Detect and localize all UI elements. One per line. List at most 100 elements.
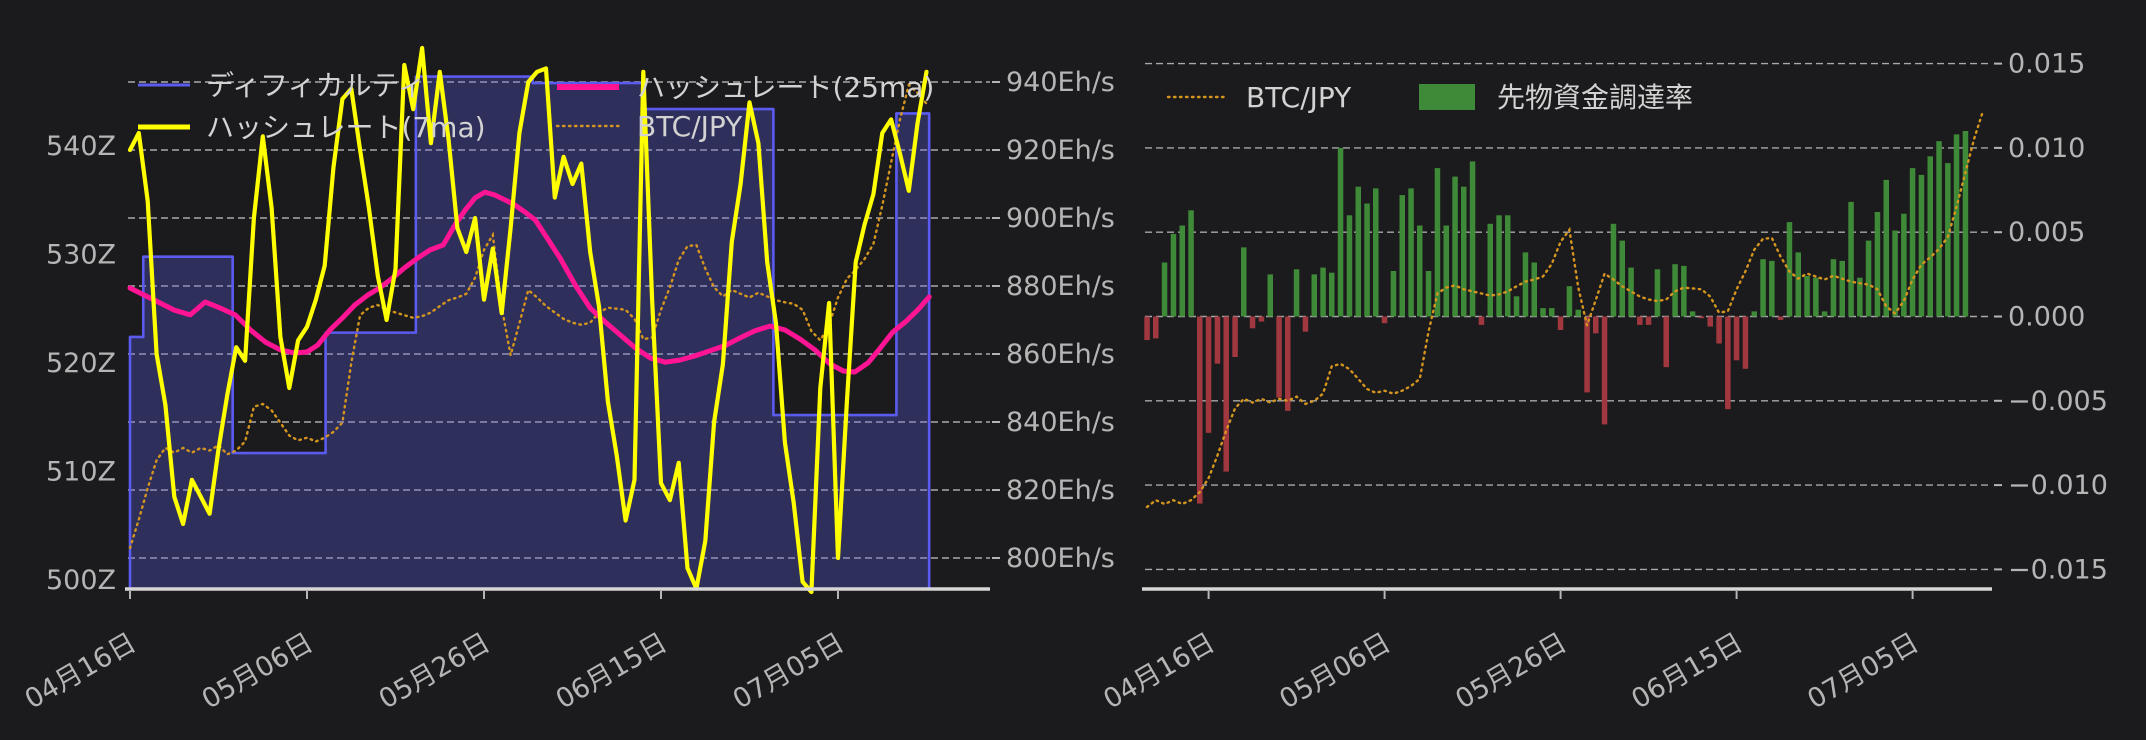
funding-bar-negative [1381, 316, 1388, 324]
funding-bar-negative [1249, 316, 1256, 329]
funding-axis-label: 0.000 [2008, 302, 2085, 333]
funding-bar-positive [1293, 269, 1300, 317]
funding-bar-positive [1628, 267, 1634, 317]
funding-bar-positive [1408, 188, 1414, 317]
right-axis-label: 820Eh/s [1006, 475, 1115, 506]
x-axis-date-label: 06月15日 [1626, 627, 1748, 715]
funding-bar-negative [1645, 316, 1652, 325]
x-axis-date-label: 05月26日 [1450, 627, 1572, 715]
x-axis-date-label: 05月06日 [1274, 627, 1396, 715]
funding-bar-positive [1469, 161, 1476, 317]
left-axis-label: 500Z [46, 565, 116, 596]
funding-bar-positive [1540, 308, 1546, 317]
funding-bar-positive [1434, 168, 1441, 317]
funding-bar-negative [1223, 316, 1229, 472]
funding-bar-positive [1804, 276, 1810, 317]
funding-bar-positive [1962, 131, 1969, 317]
right-axis-label: 880Eh/s [1006, 271, 1115, 302]
legend-label-funding-rate: 先物資金調達率 [1497, 81, 1693, 114]
funding-bar-negative [1584, 316, 1590, 393]
funding-bar-negative [1601, 316, 1608, 425]
funding-axis-label: 0.010 [2008, 133, 2085, 164]
funding-bar-positive [1522, 252, 1529, 317]
funding-bar-positive [1364, 203, 1370, 317]
funding-bar-negative [1302, 316, 1309, 332]
funding-bar-positive [1953, 134, 1960, 317]
funding-bar-positive [1760, 259, 1766, 317]
funding-bar-negative [1144, 316, 1150, 341]
funding-bar-positive [1839, 260, 1845, 317]
funding-bar-negative [1214, 316, 1221, 364]
funding-bar-positive [1390, 271, 1397, 317]
funding-bar-positive [1566, 286, 1573, 317]
funding-bar-negative [1725, 316, 1731, 410]
right-axis-label: 940Eh/s [1006, 67, 1115, 98]
funding-bar-positive [1821, 311, 1828, 317]
funding-bar-positive [1311, 274, 1317, 317]
x-axis-date-label: 04月16日 [1098, 627, 1220, 715]
x-axis-date-label: 07月05日 [1802, 627, 1924, 715]
left-axis-label: 530Z [46, 240, 116, 271]
funding-bar-positive [1188, 210, 1194, 317]
funding-bar-positive [1892, 230, 1898, 317]
funding-bar-positive [1786, 222, 1793, 317]
right-axis-label: 920Eh/s [1006, 135, 1115, 166]
legend-swatch-funding-rate [1419, 84, 1475, 110]
funding-axis-label: 0.005 [2008, 217, 2085, 248]
legend-label-hashrate-7ma: ハッシュレート(7ma) [206, 111, 486, 144]
left-axis-label: 510Z [46, 457, 116, 488]
x-axis-date-label: 04月16日 [20, 627, 142, 715]
funding-bar-negative [1276, 316, 1282, 398]
difficulty-step-line [128, 75, 931, 589]
funding-bar-positive [1654, 269, 1661, 317]
funding-bar-negative [1716, 316, 1722, 344]
funding-bar-negative [1663, 316, 1669, 368]
funding-bar-positive [1241, 247, 1247, 317]
funding-bar-positive [1619, 240, 1625, 317]
funding-axis-label: −0.010 [2008, 470, 2108, 501]
left-axis-label: 540Z [46, 131, 116, 162]
funding-bar-positive [1689, 311, 1696, 317]
x-axis-date-label: 07月05日 [728, 627, 850, 715]
btc-jpy-dotted-line-left [128, 82, 928, 550]
funding-bar-positive [1505, 215, 1511, 317]
difficulty-area [130, 76, 930, 589]
funding-bar-positive [1425, 271, 1432, 317]
funding-bar-positive [1901, 213, 1907, 317]
funding-bar-positive [1355, 186, 1361, 317]
hashrate-25ma-line [127, 189, 932, 375]
funding-bar-positive [1830, 259, 1837, 317]
funding-bar-negative [1593, 316, 1599, 334]
funding-bar-positive [1346, 215, 1353, 317]
right-axis-label: 800Eh/s [1006, 543, 1115, 574]
funding-bar-positive [1795, 252, 1801, 317]
funding-bar-positive [1769, 260, 1775, 317]
funding-bar-positive [1267, 274, 1273, 317]
funding-bar-negative [1742, 316, 1749, 369]
funding-bar-negative [1707, 316, 1713, 327]
right-axis-label: 840Eh/s [1006, 407, 1115, 438]
funding-bar-negative [1698, 316, 1705, 319]
funding-bar-positive [1373, 188, 1379, 317]
funding-bar-positive [1179, 225, 1185, 317]
funding-bar-positive [1883, 179, 1889, 317]
funding-bar-positive [1848, 201, 1854, 317]
funding-bar-negative [1285, 316, 1291, 411]
funding-bar-negative [1232, 316, 1238, 357]
funding-bar-positive [1461, 186, 1467, 317]
funding-bar-positive [1857, 277, 1863, 317]
funding-bar-positive [1813, 277, 1819, 317]
funding-bar-negative [1733, 316, 1740, 361]
funding-bar-positive [1751, 311, 1757, 317]
legend-label-btc-jpy-left: BTC/JPY [637, 110, 743, 143]
funding-bar-positive [1575, 309, 1581, 317]
funding-axis-label: −0.015 [2008, 554, 2108, 585]
funding-bar-positive [1496, 215, 1502, 317]
funding-bar-positive [1874, 212, 1881, 317]
funding-bar-positive [1865, 240, 1872, 317]
legend-label-btc-jpy-right: BTC/JPY [1246, 81, 1352, 114]
funding-axis-label: −0.005 [2008, 386, 2108, 417]
funding-bar-positive [1337, 147, 1344, 317]
